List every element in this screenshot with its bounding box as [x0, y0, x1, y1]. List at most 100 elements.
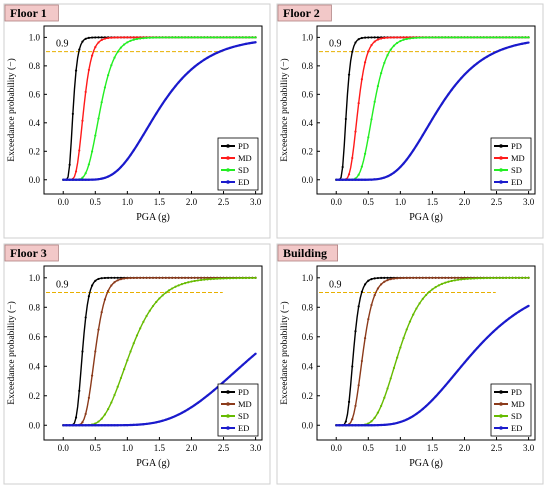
- data-point: [238, 36, 241, 39]
- data-point: [97, 420, 100, 423]
- x-tick-label: 1.0: [395, 443, 407, 453]
- data-point: [164, 418, 167, 421]
- data-point: [392, 44, 396, 47]
- legend-marker: [499, 402, 503, 406]
- data-point: [405, 328, 408, 331]
- data-point: [225, 277, 228, 280]
- data-point: [440, 282, 444, 285]
- data-point: [81, 176, 84, 179]
- data-point: [238, 276, 241, 280]
- data-point: [418, 302, 421, 305]
- data-point: [357, 424, 360, 427]
- data-point: [107, 74, 110, 77]
- data-point: [482, 36, 485, 39]
- data-point: [344, 178, 347, 181]
- data-point: [347, 178, 351, 181]
- data-point: [81, 350, 84, 353]
- data-point: [129, 36, 132, 39]
- data-point: [196, 279, 199, 282]
- data-point: [94, 46, 97, 49]
- data-point: [142, 423, 145, 426]
- data-point: [376, 36, 380, 39]
- data-point: [373, 293, 376, 297]
- data-point: [219, 50, 222, 53]
- data-point: [396, 277, 399, 280]
- data-point: [370, 424, 373, 427]
- data-point: [357, 102, 360, 105]
- data-point: [65, 178, 68, 181]
- data-point: [370, 178, 373, 181]
- plot-area: [316, 265, 536, 441]
- x-tick-label: 1.0: [122, 443, 134, 453]
- data-point: [495, 36, 498, 39]
- data-point: [418, 276, 421, 279]
- data-point: [418, 36, 421, 39]
- data-point: [412, 414, 415, 418]
- data-point: [421, 276, 424, 279]
- data-point: [402, 38, 405, 41]
- data-point: [212, 277, 216, 280]
- data-point: [139, 423, 142, 426]
- data-point: [100, 36, 103, 39]
- data-point: [360, 165, 363, 168]
- y-tick-label: 0.2: [29, 391, 40, 401]
- data-point: [145, 276, 148, 279]
- data-point: [514, 44, 517, 47]
- y-tick-label: 1.0: [302, 32, 314, 42]
- data-point: [225, 378, 228, 381]
- data-point: [482, 57, 485, 60]
- data-point: [151, 421, 155, 425]
- data-point: [116, 279, 119, 282]
- data-point: [444, 281, 447, 284]
- y-tick-label: 0.6: [29, 332, 41, 342]
- data-point: [450, 376, 453, 380]
- data-point: [460, 278, 463, 281]
- y-axis-label: Exceedance probability (−): [279, 301, 290, 404]
- data-point: [386, 276, 389, 279]
- x-tick-label: 2.5: [491, 443, 503, 453]
- x-axis-label: PGA (g): [409, 458, 443, 469]
- data-point: [373, 40, 376, 43]
- y-tick-label: 0.2: [302, 391, 313, 401]
- data-point: [453, 373, 456, 376]
- y-tick-label: 0.2: [302, 146, 313, 156]
- x-tick-label: 2.0: [186, 443, 198, 453]
- data-point: [396, 356, 399, 359]
- y-tick-label: 0.8: [302, 302, 314, 312]
- data-point: [392, 366, 396, 370]
- legend-label: MD: [511, 399, 525, 409]
- data-point: [203, 396, 206, 400]
- data-point: [81, 424, 84, 427]
- data-point: [363, 424, 367, 427]
- data-point: [206, 394, 209, 397]
- data-point: [498, 36, 501, 39]
- data-point: [193, 403, 196, 407]
- series-markers: [335, 304, 530, 427]
- data-point: [126, 359, 129, 362]
- data-point: [399, 420, 402, 424]
- data-point: [460, 36, 463, 39]
- data-point: [476, 36, 479, 39]
- data-point: [466, 70, 469, 73]
- data-point: [453, 276, 456, 279]
- data-point: [107, 424, 110, 427]
- data-point: [424, 36, 428, 39]
- data-point: [482, 340, 485, 343]
- data-point: [155, 276, 158, 279]
- data-point: [235, 36, 238, 39]
- data-point: [107, 407, 110, 411]
- data-point: [87, 178, 90, 181]
- y-tick-label: 0.2: [29, 146, 40, 156]
- legend-marker: [226, 144, 230, 148]
- data-point: [158, 107, 161, 110]
- data-point: [129, 350, 132, 353]
- data-point: [216, 36, 219, 39]
- data-point: [103, 176, 107, 179]
- data-point: [222, 380, 225, 384]
- data-point: [167, 36, 171, 39]
- data-point: [412, 149, 415, 152]
- data-point: [248, 42, 251, 45]
- data-point: [161, 276, 164, 279]
- data-point: [373, 416, 376, 419]
- data-point: [87, 295, 90, 298]
